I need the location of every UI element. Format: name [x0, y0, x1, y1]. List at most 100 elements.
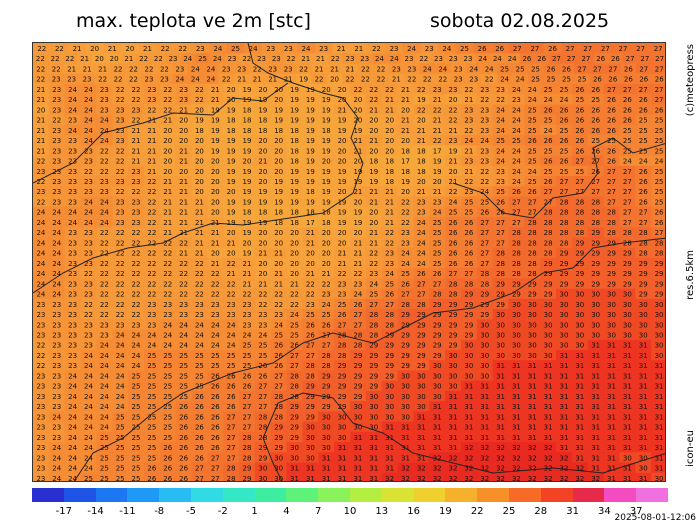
grid-value: 20: [195, 158, 204, 166]
grid-cell: [413, 360, 430, 372]
grid-cell: [96, 114, 113, 126]
grid-cell: [112, 268, 129, 279]
grid-value: 20: [306, 250, 315, 258]
grid-cell: [128, 431, 145, 443]
grid-value: 21: [73, 45, 82, 53]
grid-value: 19: [306, 168, 315, 176]
grid-value: 26: [512, 188, 521, 196]
grid-cell: [318, 319, 335, 331]
grid-value: 31: [639, 393, 648, 401]
grid-cell: [556, 155, 573, 167]
grid-value: 31: [528, 372, 537, 380]
grid-value: 31: [591, 372, 600, 380]
grid-cell: [318, 227, 335, 239]
grid-value: 26: [211, 383, 220, 391]
grid-value: 31: [433, 403, 442, 411]
grid-value: 25: [227, 352, 236, 360]
grid-cell: [540, 155, 557, 167]
grid-value: 23: [454, 76, 463, 84]
grid-value: 28: [385, 321, 394, 329]
grid-cell: [270, 176, 288, 187]
legend-swatch: [572, 488, 605, 502]
grid-value: 31: [591, 454, 600, 462]
grid-value: 24: [243, 331, 252, 339]
grid-value: 30: [575, 301, 584, 309]
grid-value: 24: [147, 331, 156, 339]
grid-value: 27: [593, 65, 602, 73]
grid-value: 30: [607, 301, 616, 309]
grid-value: 24: [116, 393, 125, 401]
grid-cell: [350, 472, 367, 481]
grid-cell: [254, 298, 272, 310]
grid-cell: [302, 227, 319, 239]
grid-cell: [651, 73, 665, 85]
grid-value: 31: [655, 383, 664, 391]
grid-cell: [619, 206, 636, 218]
grid-cell: [571, 309, 589, 320]
grid-cell: [445, 390, 462, 402]
grid-value: 21: [306, 270, 315, 278]
grid-value: 22: [100, 239, 109, 247]
grid-value: 27: [258, 393, 267, 401]
grid-cell: [128, 176, 145, 187]
grid-cell: [96, 104, 113, 116]
grid-value: 18: [306, 209, 315, 217]
grid-value: 19: [299, 76, 308, 84]
grid-cell: [556, 288, 573, 300]
grid-cell: [619, 135, 636, 146]
grid-value: 25: [560, 86, 569, 94]
grid-value: 20: [385, 127, 394, 135]
grid-cell: [635, 237, 652, 249]
grid-value: 27: [338, 321, 347, 329]
grid-cell: [64, 114, 82, 126]
grid-value: 30: [607, 291, 616, 299]
grid-cell: [33, 288, 50, 300]
grid-value: 19: [353, 127, 362, 135]
grid-cell: [239, 380, 256, 392]
grid-value: 21: [338, 106, 347, 114]
grid-value: 29: [369, 342, 378, 350]
grid-value: 22: [369, 260, 378, 268]
grid-value: 29: [591, 229, 600, 237]
grid-value: 19: [227, 198, 236, 206]
legend-tick: 34: [598, 506, 611, 517]
grid-cell: [476, 247, 494, 259]
grid-value: 18: [274, 127, 283, 135]
grid-value: 31: [560, 444, 569, 452]
grid-cell: [413, 390, 430, 402]
grid-cell: [540, 165, 557, 177]
grid-value: 25: [195, 383, 204, 391]
grid-cell: [350, 104, 367, 116]
grid-cell: [429, 339, 446, 351]
grid-cell: [556, 401, 573, 412]
grid-cell: [651, 83, 665, 95]
grid-cell: [207, 94, 224, 105]
grid-cell: [603, 155, 621, 167]
grid-cell: [80, 452, 97, 464]
grid-cell: [476, 442, 494, 453]
grid-value: 23: [52, 137, 61, 145]
grid-value: 30: [306, 444, 315, 452]
grid-value: 25: [163, 403, 172, 411]
grid-cell: [33, 186, 50, 198]
grid-cell: [313, 53, 329, 65]
grid-cell: [496, 73, 513, 85]
grid-value: 20: [258, 178, 267, 186]
grid-cell: [286, 196, 304, 208]
grid-value: 24: [100, 413, 109, 421]
grid-cell: [286, 319, 304, 331]
grid-cell: [80, 349, 97, 361]
grid-cell: [286, 329, 304, 341]
grid-cell: [223, 401, 240, 412]
grid-value: 18: [401, 168, 410, 176]
grid-cell: [112, 165, 129, 177]
grid-value: 30: [449, 383, 458, 391]
grid-value: 22: [116, 250, 125, 258]
grid-value: 25: [179, 383, 188, 391]
grid-value: 23: [36, 311, 45, 319]
grid-cell: [159, 227, 177, 239]
grid-cell: [159, 176, 177, 187]
grid-cell: [508, 442, 525, 453]
grid-value: 31: [607, 393, 616, 401]
grid-cell: [587, 329, 605, 341]
